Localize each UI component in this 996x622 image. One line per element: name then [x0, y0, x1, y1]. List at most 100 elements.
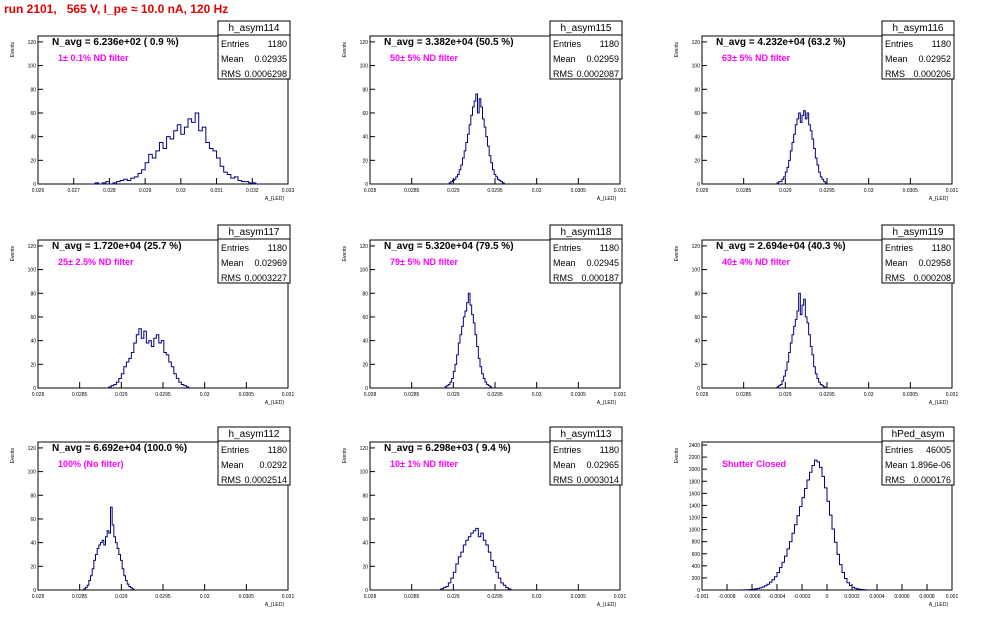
y-tick-label: 40: [30, 541, 36, 547]
histogram-name: h_asym114: [229, 23, 280, 34]
x-tick-label: 0.029: [447, 188, 460, 194]
stats-mean-label: Mean: [885, 258, 908, 268]
histogram-line: [776, 110, 828, 184]
histogram-panel-h_asym112: 0 20 40 60 80 100 120 0.028 0.0285 0.029 0.0295 0.0…: [10, 426, 295, 608]
filter-label: 100% (No filter): [58, 459, 124, 469]
filter-label: Shutter Closed: [722, 459, 786, 469]
stats-box: [549, 20, 623, 80]
stats-box: [217, 426, 291, 486]
stats-entries-label: Entries: [885, 243, 914, 253]
y-axis-title: Events: [10, 448, 16, 464]
filter-label: 10± 1% ND filter: [390, 459, 458, 469]
x-tick-label: 0.0305: [239, 594, 255, 600]
n-avg-label: N_avg = 6.298e+03 ( 9.4 %): [384, 443, 511, 454]
x-tick-label: 0.0285: [736, 392, 752, 398]
stats-mean-label: Mean: [553, 460, 576, 470]
histogram-line: [448, 93, 505, 184]
filter-label: 79± 5% ND filter: [390, 257, 458, 267]
x-tick-label: -0.001: [695, 594, 709, 600]
histogram-panel-h_asym119: 0 20 40 60 80 100 120 0.028 0.0285 0.029 0.0295 0.0…: [674, 224, 958, 406]
n-avg-label: N_avg = 6.236e+02 ( 0.9 %): [52, 37, 179, 48]
y-tick-label: 2400: [689, 443, 700, 449]
y-axis-title: Events: [342, 42, 348, 58]
x-tick-label: 0.0305: [571, 188, 587, 194]
x-tick-label: 0.031: [614, 594, 627, 600]
x-tick-label: 0.0295: [155, 594, 171, 600]
x-tick-label: 0.0305: [239, 392, 255, 398]
y-tick-label: 120: [360, 446, 369, 452]
stats-rms-value: 0.000176: [913, 475, 951, 485]
x-axis-title: A_{LED}: [929, 196, 949, 202]
y-tick-label: 60: [694, 315, 700, 321]
y-tick-label: 20: [30, 362, 36, 368]
stats-rms-label: RMS: [553, 69, 573, 79]
x-tick-label: 0.028: [364, 188, 377, 194]
histogram-panel-h_asym113: 0 20 40 60 80 100 120 0.028 0.0285 0.029 0.0295 0.0…: [342, 426, 627, 608]
y-tick-label: 0: [33, 386, 36, 392]
x-tick-label: 0.0004: [869, 594, 885, 600]
stats-rms-label: RMS: [885, 69, 905, 79]
x-tick-label: 0.027: [67, 188, 80, 194]
x-tick-label: 0.0285: [404, 392, 420, 398]
stats-rms-label: RMS: [553, 273, 573, 283]
y-tick-label: 100: [360, 470, 369, 476]
y-tick-label: 80: [30, 493, 36, 499]
x-axis-title: A_{LED}: [597, 196, 617, 202]
stats-entries-label: Entries: [221, 243, 250, 253]
stats-entries-label: Entries: [553, 445, 582, 455]
x-tick-label: 0.0295: [819, 392, 835, 398]
x-tick-label: 0.0305: [571, 594, 587, 600]
x-tick-label: 0.031: [282, 594, 295, 600]
y-tick-label: 120: [692, 40, 701, 46]
x-tick-label: 0.03: [864, 392, 874, 398]
y-axis-title: Events: [674, 246, 680, 262]
x-axis-title: A_{LED}: [265, 196, 285, 202]
x-axis-title: A_{LED}: [597, 400, 617, 406]
y-tick-label: 100: [28, 64, 37, 70]
plot-frame: [37, 35, 289, 185]
x-tick-label: 0.03: [532, 188, 542, 194]
histogram-name: hPed_asym: [892, 429, 945, 440]
histogram-line: [108, 328, 190, 388]
y-tick-label: 40: [694, 339, 700, 345]
stats-mean-label: Mean: [221, 54, 244, 64]
x-tick-label: 0.029: [139, 188, 152, 194]
stats-entries-value: 1180: [268, 243, 287, 253]
y-tick-label: 60: [694, 111, 700, 117]
n-avg-label: N_avg = 6.692e+04 (100.0 %): [52, 443, 187, 454]
stats-mean-value: 0.02969: [254, 258, 287, 268]
stats-rms-value: 0.0003227: [244, 273, 287, 283]
stats-mean-label: Mean: [553, 54, 576, 64]
n-avg-label: N_avg = 1.720e+04 (25.7 %): [52, 241, 182, 252]
stats-rms-value: 0.0003014: [576, 475, 619, 485]
y-tick-label: 0: [33, 588, 36, 594]
y-tick-label: 80: [30, 87, 36, 93]
x-tick-label: 0.031: [946, 188, 959, 194]
x-tick-label: 0.03: [532, 594, 542, 600]
stats-entries-label: Entries: [885, 445, 914, 455]
x-tick-label: -0.0006: [744, 594, 761, 600]
histogram-line: [776, 292, 826, 388]
stats-entries-label: Entries: [553, 39, 582, 49]
stats-entries-label: Entries: [221, 39, 250, 49]
y-tick-label: 20: [362, 564, 368, 570]
histogram-name: h_asym112: [229, 429, 280, 440]
x-tick-label: 0.032: [246, 188, 259, 194]
y-tick-label: 0: [33, 182, 36, 188]
x-tick-label: 0.028: [364, 392, 377, 398]
y-tick-label: 40: [362, 541, 368, 547]
stats-box: [881, 426, 955, 486]
stats-entries-value: 1180: [600, 243, 619, 253]
x-tick-label: 0.0295: [155, 392, 171, 398]
y-tick-label: 60: [362, 517, 368, 523]
x-tick-label: 0: [826, 594, 829, 600]
x-tick-label: 0.0295: [487, 392, 503, 398]
y-tick-label: 80: [362, 87, 368, 93]
y-tick-label: 60: [362, 315, 368, 321]
x-tick-label: 0.028: [103, 188, 116, 194]
x-tick-label: 0.03: [864, 188, 874, 194]
histogram-panel-h_asym114: 0 20 40 60 80 100 120 0.026 0.027 0.028 0.029 0.03 0…: [10, 20, 294, 202]
y-tick-label: 100: [360, 64, 369, 70]
y-tick-label: 2200: [689, 455, 700, 461]
filter-label: 1± 0.1% ND filter: [58, 53, 129, 63]
